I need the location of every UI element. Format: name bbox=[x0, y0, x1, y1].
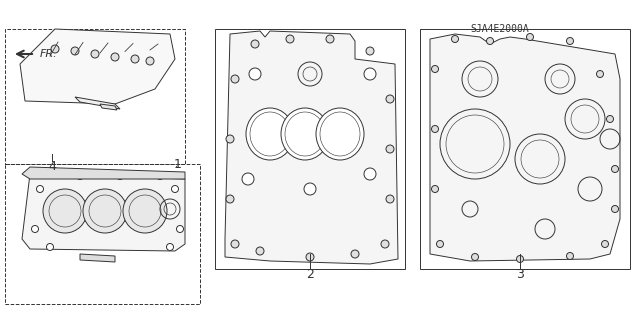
Circle shape bbox=[231, 240, 239, 248]
Ellipse shape bbox=[246, 108, 294, 160]
Circle shape bbox=[242, 173, 254, 185]
Text: FR.: FR. bbox=[40, 49, 58, 59]
Circle shape bbox=[516, 256, 524, 263]
Polygon shape bbox=[225, 31, 398, 264]
Circle shape bbox=[386, 95, 394, 103]
Circle shape bbox=[251, 40, 259, 48]
Polygon shape bbox=[100, 104, 117, 110]
Circle shape bbox=[71, 47, 79, 55]
Circle shape bbox=[111, 53, 119, 61]
Circle shape bbox=[472, 254, 479, 261]
Circle shape bbox=[116, 173, 124, 180]
Circle shape bbox=[611, 205, 618, 212]
Polygon shape bbox=[430, 34, 620, 261]
Circle shape bbox=[304, 183, 316, 195]
Text: 2: 2 bbox=[306, 268, 314, 280]
Circle shape bbox=[326, 35, 334, 43]
Circle shape bbox=[527, 33, 534, 41]
Circle shape bbox=[249, 68, 261, 80]
Circle shape bbox=[451, 35, 458, 42]
Circle shape bbox=[146, 57, 154, 65]
Circle shape bbox=[364, 68, 376, 80]
Circle shape bbox=[83, 189, 127, 233]
Circle shape bbox=[77, 173, 83, 180]
Text: 3: 3 bbox=[516, 268, 524, 280]
Circle shape bbox=[256, 247, 264, 255]
Circle shape bbox=[366, 47, 374, 55]
Bar bbox=[215, 29, 405, 269]
Circle shape bbox=[91, 50, 99, 58]
Circle shape bbox=[351, 250, 359, 258]
Circle shape bbox=[43, 189, 87, 233]
Circle shape bbox=[226, 135, 234, 143]
Circle shape bbox=[602, 241, 609, 248]
Circle shape bbox=[364, 168, 376, 180]
Text: SJA4E2000A: SJA4E2000A bbox=[470, 24, 529, 34]
Circle shape bbox=[566, 38, 573, 44]
Circle shape bbox=[157, 173, 163, 180]
Circle shape bbox=[431, 65, 438, 72]
Bar bbox=[5, 164, 200, 304]
Bar bbox=[5, 29, 185, 164]
Polygon shape bbox=[22, 167, 185, 179]
Circle shape bbox=[596, 70, 604, 78]
Polygon shape bbox=[20, 29, 175, 104]
Circle shape bbox=[123, 189, 167, 233]
Polygon shape bbox=[75, 97, 120, 109]
Circle shape bbox=[381, 240, 389, 248]
Ellipse shape bbox=[281, 108, 329, 160]
Polygon shape bbox=[80, 254, 115, 262]
Circle shape bbox=[607, 115, 614, 122]
Text: 4: 4 bbox=[48, 160, 56, 174]
Circle shape bbox=[166, 243, 173, 250]
Circle shape bbox=[431, 186, 438, 192]
Text: 1: 1 bbox=[174, 158, 182, 170]
Ellipse shape bbox=[316, 108, 364, 160]
Circle shape bbox=[36, 186, 44, 192]
Circle shape bbox=[286, 35, 294, 43]
Circle shape bbox=[611, 166, 618, 173]
Circle shape bbox=[386, 145, 394, 153]
Circle shape bbox=[51, 45, 59, 53]
Circle shape bbox=[436, 241, 444, 248]
Circle shape bbox=[486, 38, 493, 44]
Circle shape bbox=[431, 125, 438, 132]
Circle shape bbox=[231, 75, 239, 83]
Bar bbox=[420, 29, 630, 269]
Polygon shape bbox=[22, 174, 185, 251]
Circle shape bbox=[386, 195, 394, 203]
Circle shape bbox=[31, 226, 38, 233]
Circle shape bbox=[131, 55, 139, 63]
Circle shape bbox=[306, 253, 314, 261]
Circle shape bbox=[566, 253, 573, 259]
Circle shape bbox=[47, 243, 54, 250]
Circle shape bbox=[226, 195, 234, 203]
Circle shape bbox=[177, 226, 184, 233]
Circle shape bbox=[172, 186, 179, 192]
